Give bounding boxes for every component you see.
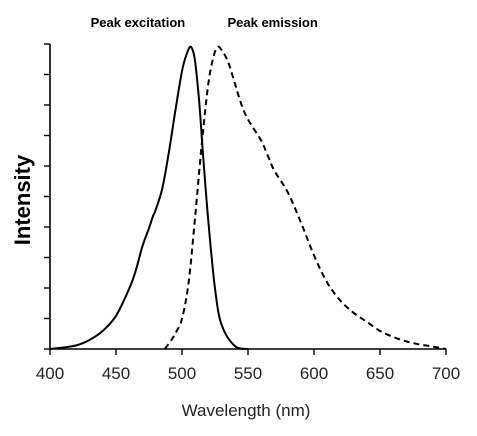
- y-ticks: [44, 43, 50, 350]
- x-tick-label: 400: [36, 364, 64, 383]
- x-tick-label: 650: [366, 364, 394, 383]
- x-tick-label: 450: [102, 364, 130, 383]
- x-tick-label: 500: [168, 364, 196, 383]
- excitation-curve: [49, 45, 249, 350]
- axes: [49, 44, 446, 350]
- x-tick-label: 600: [300, 364, 328, 383]
- x-axis-label: Wavelength (nm): [182, 401, 311, 420]
- peak-excitation-annotation: Peak excitation: [91, 15, 186, 30]
- x-ticks: 400 450 500 550 600 650 700: [36, 349, 460, 383]
- peak-emission-annotation: Peak emission: [227, 15, 317, 30]
- y-axis-label: Intensity: [10, 154, 35, 245]
- x-tick-label: 700: [432, 364, 460, 383]
- emission-curve: [163, 45, 447, 350]
- x-tick-label: 550: [234, 364, 262, 383]
- series-group: [49, 45, 447, 350]
